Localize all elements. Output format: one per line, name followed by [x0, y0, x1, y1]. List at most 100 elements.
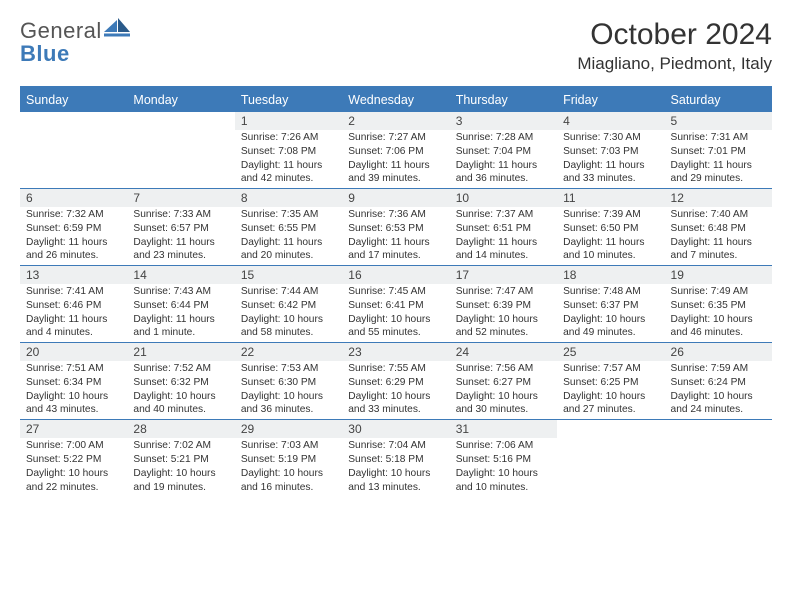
daylight-line: Daylight: 10 hours and 46 minutes. [671, 313, 766, 341]
day-number: 1 [235, 112, 342, 130]
sunrise-line: Sunrise: 7:43 AM [133, 285, 228, 299]
day-number: 19 [665, 266, 772, 285]
sunset-line: Sunset: 6:44 PM [133, 299, 228, 313]
logo-line1: General [20, 18, 102, 43]
daylight-line: Daylight: 10 hours and 19 minutes. [133, 467, 228, 495]
day-number-row: 6789101112 [20, 189, 772, 208]
sunset-line: Sunset: 7:04 PM [456, 145, 551, 159]
weekday-header-cell: Saturday [665, 88, 772, 112]
daylight-line: Daylight: 11 hours and 10 minutes. [563, 236, 658, 264]
sunrise-line: Sunrise: 7:56 AM [456, 362, 551, 376]
day-number: 2 [342, 112, 449, 130]
daylight-line: Daylight: 10 hours and 13 minutes. [348, 467, 443, 495]
weekday-header-cell: Friday [557, 88, 664, 112]
sail-icon [104, 18, 130, 40]
weekday-header-cell: Tuesday [235, 88, 342, 112]
day-cell: Sunrise: 7:28 AMSunset: 7:04 PMDaylight:… [450, 130, 557, 189]
sunset-line: Sunset: 6:30 PM [241, 376, 336, 390]
daylight-line: Daylight: 11 hours and 4 minutes. [26, 313, 121, 341]
daylight-line: Daylight: 10 hours and 30 minutes. [456, 390, 551, 418]
daylight-line: Daylight: 10 hours and 43 minutes. [26, 390, 121, 418]
sunrise-line: Sunrise: 7:27 AM [348, 131, 443, 145]
sunrise-line: Sunrise: 7:35 AM [241, 208, 336, 222]
sunset-line: Sunset: 5:22 PM [26, 453, 121, 467]
day-number: 30 [342, 420, 449, 439]
daylight-line: Daylight: 10 hours and 40 minutes. [133, 390, 228, 418]
sunset-line: Sunset: 6:25 PM [563, 376, 658, 390]
sunrise-line: Sunrise: 7:45 AM [348, 285, 443, 299]
sunrise-line: Sunrise: 7:28 AM [456, 131, 551, 145]
daylight-line: Daylight: 10 hours and 52 minutes. [456, 313, 551, 341]
daylight-line: Daylight: 11 hours and 14 minutes. [456, 236, 551, 264]
day-number: 28 [127, 420, 234, 439]
day-cell: Sunrise: 7:45 AMSunset: 6:41 PMDaylight:… [342, 284, 449, 343]
sunset-line: Sunset: 5:16 PM [456, 453, 551, 467]
logo-line2: Blue [20, 44, 102, 65]
day-number: 25 [557, 343, 664, 362]
sunrise-line: Sunrise: 7:51 AM [26, 362, 121, 376]
day-number-row: 12345 [20, 112, 772, 130]
day-cell [557, 438, 664, 496]
daylight-line: Daylight: 10 hours and 27 minutes. [563, 390, 658, 418]
day-number: 7 [127, 189, 234, 208]
daylight-line: Daylight: 11 hours and 17 minutes. [348, 236, 443, 264]
sunrise-line: Sunrise: 7:59 AM [671, 362, 766, 376]
day-number-row: 20212223242526 [20, 343, 772, 362]
day-number: 29 [235, 420, 342, 439]
day-cell: Sunrise: 7:37 AMSunset: 6:51 PMDaylight:… [450, 207, 557, 266]
sunrise-line: Sunrise: 7:02 AM [133, 439, 228, 453]
day-number: 26 [665, 343, 772, 362]
calendar-table: SundayMondayTuesdayWednesdayThursdayFrid… [20, 88, 772, 496]
daylight-line: Daylight: 10 hours and 49 minutes. [563, 313, 658, 341]
day-content-row: Sunrise: 7:41 AMSunset: 6:46 PMDaylight:… [20, 284, 772, 343]
sunset-line: Sunset: 6:48 PM [671, 222, 766, 236]
day-cell: Sunrise: 7:40 AMSunset: 6:48 PMDaylight:… [665, 207, 772, 266]
day-number: 18 [557, 266, 664, 285]
sunrise-line: Sunrise: 7:32 AM [26, 208, 121, 222]
day-number: 22 [235, 343, 342, 362]
daylight-line: Daylight: 11 hours and 26 minutes. [26, 236, 121, 264]
sunset-line: Sunset: 5:21 PM [133, 453, 228, 467]
day-number: 3 [450, 112, 557, 130]
day-number [665, 420, 772, 439]
weekday-header-cell: Sunday [20, 88, 127, 112]
day-cell: Sunrise: 7:41 AMSunset: 6:46 PMDaylight:… [20, 284, 127, 343]
day-number: 13 [20, 266, 127, 285]
day-cell: Sunrise: 7:49 AMSunset: 6:35 PMDaylight:… [665, 284, 772, 343]
day-cell: Sunrise: 7:32 AMSunset: 6:59 PMDaylight:… [20, 207, 127, 266]
day-number-row: 13141516171819 [20, 266, 772, 285]
day-number: 27 [20, 420, 127, 439]
day-cell: Sunrise: 7:31 AMSunset: 7:01 PMDaylight:… [665, 130, 772, 189]
sunset-line: Sunset: 6:59 PM [26, 222, 121, 236]
daylight-line: Daylight: 11 hours and 33 minutes. [563, 159, 658, 187]
sunrise-line: Sunrise: 7:40 AM [671, 208, 766, 222]
sunrise-line: Sunrise: 7:53 AM [241, 362, 336, 376]
daylight-line: Daylight: 10 hours and 36 minutes. [241, 390, 336, 418]
day-cell [665, 438, 772, 496]
header-block: General Blue October 2024 Miagliano, Pie… [20, 18, 772, 80]
day-number-row: 2728293031 [20, 420, 772, 439]
day-cell: Sunrise: 7:55 AMSunset: 6:29 PMDaylight:… [342, 361, 449, 420]
day-number [557, 420, 664, 439]
sunrise-line: Sunrise: 7:36 AM [348, 208, 443, 222]
sunrise-line: Sunrise: 7:55 AM [348, 362, 443, 376]
day-cell: Sunrise: 7:43 AMSunset: 6:44 PMDaylight:… [127, 284, 234, 343]
sunset-line: Sunset: 7:08 PM [241, 145, 336, 159]
weekday-header-cell: Wednesday [342, 88, 449, 112]
day-cell: Sunrise: 7:27 AMSunset: 7:06 PMDaylight:… [342, 130, 449, 189]
day-cell [20, 130, 127, 189]
day-cell: Sunrise: 7:02 AMSunset: 5:21 PMDaylight:… [127, 438, 234, 496]
day-number: 20 [20, 343, 127, 362]
sunset-line: Sunset: 6:50 PM [563, 222, 658, 236]
day-cell: Sunrise: 7:30 AMSunset: 7:03 PMDaylight:… [557, 130, 664, 189]
day-content-row: Sunrise: 7:00 AMSunset: 5:22 PMDaylight:… [20, 438, 772, 496]
sunset-line: Sunset: 7:01 PM [671, 145, 766, 159]
day-number: 21 [127, 343, 234, 362]
sunset-line: Sunset: 6:46 PM [26, 299, 121, 313]
sunset-line: Sunset: 6:39 PM [456, 299, 551, 313]
daylight-line: Daylight: 11 hours and 20 minutes. [241, 236, 336, 264]
sunset-line: Sunset: 6:37 PM [563, 299, 658, 313]
day-number: 11 [557, 189, 664, 208]
sunrise-line: Sunrise: 7:49 AM [671, 285, 766, 299]
location-subtitle: Miagliano, Piedmont, Italy [577, 54, 772, 74]
